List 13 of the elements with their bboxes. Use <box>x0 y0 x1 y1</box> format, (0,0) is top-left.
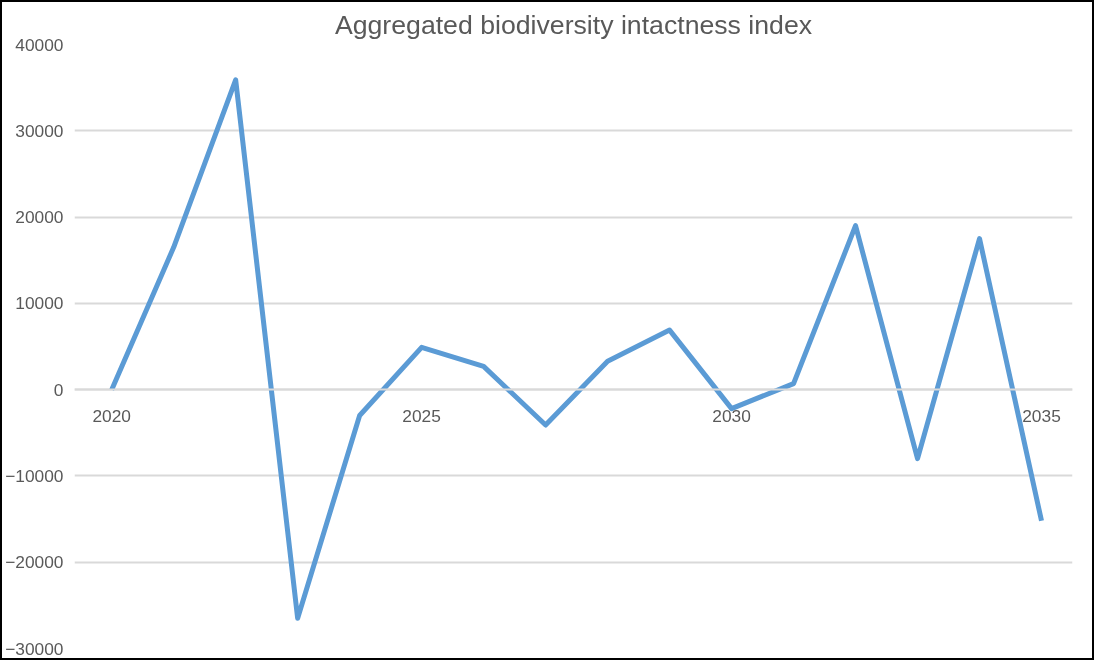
y-tick-label: −10000 <box>5 465 64 486</box>
y-tick-label: −20000 <box>5 552 64 573</box>
y-tick-label: 30000 <box>15 120 64 141</box>
x-tick-label: 2035 <box>1022 405 1061 426</box>
y-tick-label: −30000 <box>5 638 64 659</box>
x-tick-label: 2020 <box>92 405 131 426</box>
y-tick-label: 20000 <box>15 207 64 228</box>
x-tick-label: 2025 <box>402 405 441 426</box>
y-tick-label: 40000 <box>15 34 64 55</box>
chart-title: Aggregated biodiversity intactness index <box>334 9 813 40</box>
y-tick-label: 0 <box>53 379 64 400</box>
y-tick-label: 10000 <box>15 293 64 314</box>
x-tick-label: 2030 <box>712 405 751 426</box>
